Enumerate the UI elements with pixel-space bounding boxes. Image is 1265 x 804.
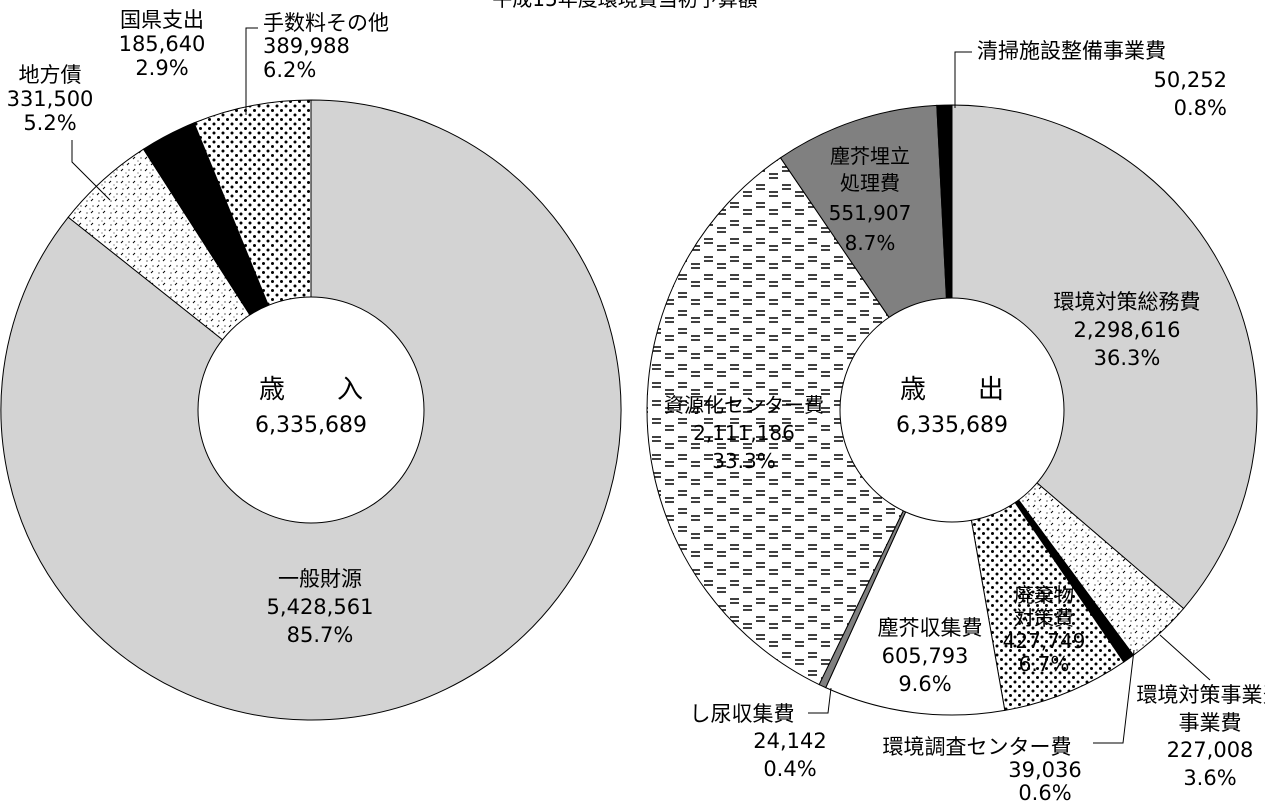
slice-label-shinyou: し尿収集費 24,142 0.4% [690, 702, 827, 781]
slice-label-name: 清掃施設整備事業費 [977, 39, 1166, 63]
slice-label-taisaku-jigyouhi: 環境対策事業費 事業費 227,008 3.6% [1137, 683, 1265, 790]
slice-label-percent: 9.6% [898, 672, 951, 696]
leader-line-seibi-jigyouhi [954, 51, 972, 108]
donut-slice [951, 104, 1258, 610]
slice-label-percent: 0.4% [763, 757, 816, 781]
slice-label-percent: 3.6% [1183, 766, 1236, 790]
slice-label-value: 24,142 [753, 729, 826, 753]
slice-label-name: 国県支出 [120, 8, 204, 32]
slice-label-name: 塵芥収集費 [878, 616, 983, 640]
expenditure-donut-hole [839, 297, 1065, 523]
slice-label-value: 185,640 [119, 32, 206, 56]
slice-label-percent: 0.6% [1018, 781, 1071, 804]
slice-label-percent: 6.2% [263, 58, 316, 82]
slice-label-jinkai-shuushuu: 塵芥収集費 605,793 9.6% [878, 616, 983, 696]
slice-label-name: 手数料その他 [263, 11, 389, 35]
slice-label-percent: 8.7% [845, 231, 896, 255]
slice-label-value: 427,749 [1003, 629, 1086, 653]
slice-label-value: 5,428,561 [267, 595, 374, 619]
slice-label-name: 資源化センター費 [664, 393, 824, 417]
slice-label-tesuuryou: 手数料その他 389,988 6.2% [263, 11, 389, 82]
revenue-center-total: 6,335,689 [255, 413, 367, 438]
revenue-donut [0, 99, 622, 721]
slice-label-value: 2,298,616 [1074, 318, 1181, 342]
expenditure-center-title: 歳 出 [900, 375, 1004, 405]
expenditure-center-total: 6,335,689 [896, 413, 1008, 438]
slice-label-soumuhi: 環境対策総務費 2,298,616 36.3% [1054, 290, 1201, 370]
slice-label-name: 塵芥埋立 [830, 144, 910, 168]
slice-label-name-2: 処理費 [840, 171, 900, 195]
slice-label-value: 331,500 [7, 87, 94, 111]
revenue-center-title: 歳 入 [259, 375, 363, 405]
leader-line-taisaku-jigyouhi [1159, 634, 1211, 681]
slice-label-percent: 0.8% [1174, 96, 1227, 120]
donut-slice [0, 99, 622, 721]
slice-label-name: 環境調査センター費 [883, 735, 1072, 759]
slice-label-percent: 2.9% [135, 56, 188, 80]
slice-label-value: 605,793 [882, 644, 969, 668]
slice-label-name: 廃棄物 [1014, 583, 1074, 607]
slice-label-percent: 36.3% [1094, 346, 1161, 370]
slice-label-value: 227,008 [1167, 738, 1254, 762]
slice-label-name: 環境対策総務費 [1054, 290, 1201, 314]
slice-label-value: 50,252 [1154, 68, 1227, 92]
slice-label-shigenka: 資源化センター費 2,111,186 33.3% [664, 393, 824, 473]
slice-label-kokken-shishutsu: 国県支出 185,640 2.9% [119, 8, 206, 80]
slice-label-percent: 6.7% [1019, 652, 1070, 676]
slice-label-value: 2,111,186 [693, 421, 795, 445]
slice-label-percent: 33.3% [712, 449, 776, 473]
leader-line-chihousai [71, 140, 111, 201]
donut-slice [646, 157, 953, 686]
slice-label-name: 環境対策事業費 [1137, 683, 1265, 707]
slice-label-chihousai: 地方債 331,500 5.2% [7, 63, 94, 135]
leader-line-shinyou [808, 687, 832, 714]
slice-label-name-2: 事業費 [1179, 711, 1242, 735]
slice-label-name-2: 対策費 [1014, 606, 1074, 630]
chart-title: 平成15年度環境費当初予算額 [492, 0, 757, 11]
leader-line-tesuuryou [245, 27, 258, 115]
slice-label-name: 一般財源 [278, 567, 362, 591]
slice-label-value: 39,036 [1008, 758, 1081, 782]
slice-label-value: 551,907 [829, 201, 912, 225]
slice-label-seibi-jigyouhi: 清掃施設整備事業費 50,252 0.8% [977, 39, 1227, 120]
slice-label-haikibutsu: 廃棄物 対策費 427,749 6.7% [1003, 583, 1086, 676]
slice-label-umetate: 塵芥埋立 処理費 551,907 8.7% [829, 144, 912, 255]
slice-label-ippan-zaigen: 一般財源 5,428,561 85.7% [267, 567, 374, 647]
slice-label-name: 地方債 [19, 63, 82, 87]
revenue-donut-hole [197, 296, 425, 524]
slice-label-name: し尿収集費 [690, 702, 795, 726]
slice-label-percent: 85.7% [287, 623, 354, 647]
slice-label-value: 389,988 [263, 34, 350, 58]
slice-label-chousa-center: 環境調査センター費 39,036 0.6% [883, 735, 1082, 804]
leader-line-chousa-center [1093, 649, 1135, 744]
slice-label-percent: 5.2% [23, 111, 76, 135]
